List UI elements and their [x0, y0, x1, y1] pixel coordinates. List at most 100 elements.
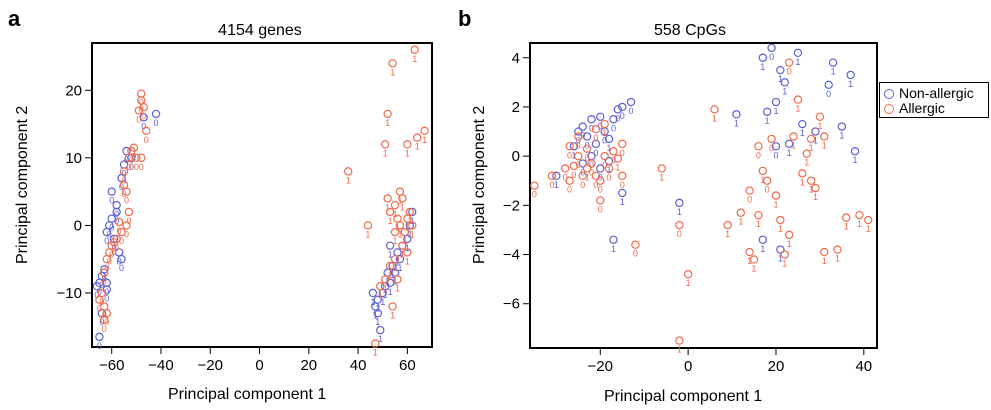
panel-a-point-allergic: 1 [380, 275, 390, 293]
panel-a-point-allergic: 0 [124, 207, 134, 226]
point-label: 1 [370, 297, 375, 307]
panel-b-xtick-label: 20 [768, 358, 785, 375]
panel-b-point-non-allergic: 1 [850, 147, 860, 165]
point-label: 0 [114, 216, 119, 226]
point-label: 0 [117, 226, 122, 236]
point-marker [587, 115, 596, 124]
panel-a-point-non-allergic: 1 [368, 288, 378, 307]
panel-b-point-allergic: 0 [591, 124, 601, 143]
point-marker [613, 105, 623, 114]
point-label: 1 [397, 229, 402, 239]
panel-a-point-allergic: 0 [100, 268, 109, 287]
point-label: 0 [611, 155, 616, 165]
point-label: 0 [598, 204, 603, 214]
panel-b-point-allergic: 0 [767, 134, 776, 153]
point-marker [560, 164, 570, 173]
panel-b-point-allergic: 0 [560, 164, 570, 182]
panel-a-point-non-allergic: 1 [376, 325, 385, 344]
panel-b-point-allergic: 1 [710, 105, 719, 123]
panel-b-point-non-allergic: 0 [771, 142, 781, 160]
panel-b-point-allergic: 1 [833, 245, 842, 264]
point-marker [109, 238, 119, 247]
panel-b-point-allergic: 0 [762, 176, 772, 195]
point-label: 1 [778, 74, 783, 84]
point-label: 1 [405, 148, 410, 158]
point-label: 0 [607, 172, 612, 182]
legend: Non-allergic Allergic [879, 82, 989, 118]
panel-a-point-allergic: 0 [142, 126, 151, 145]
panel-b-point-allergic: 1 [736, 208, 746, 227]
point-label: 1 [760, 244, 765, 254]
point-label: 1 [400, 250, 405, 260]
panel-a-point-allergic: 0 [134, 106, 144, 125]
point-marker [344, 167, 353, 176]
point-marker [618, 139, 627, 149]
point-label: 1 [831, 67, 836, 77]
point-marker [117, 254, 126, 264]
point-marker [749, 255, 759, 264]
point-marker [383, 194, 392, 203]
panel-b-point-non-allergic: 0 [618, 102, 627, 121]
panel-b-point-allergic: 0 [745, 186, 754, 205]
panel-a-point-allergic: 1 [385, 207, 395, 226]
point-label: 0 [593, 133, 598, 143]
point-marker [784, 139, 794, 149]
panel-a-point-non-allergic: 0 [112, 200, 121, 219]
point-marker [771, 142, 781, 151]
panel-b-point-non-allergic: 1 [758, 235, 767, 254]
panel-b-point-non-allergic: 1 [762, 107, 772, 126]
point-label: 1 [405, 243, 410, 253]
point-marker [117, 227, 126, 237]
panel-b-point-allergic: 1 [802, 149, 811, 168]
panel-b-point-allergic: 1 [789, 132, 798, 150]
point-marker [398, 194, 407, 203]
point-marker [609, 115, 618, 124]
point-marker [395, 254, 405, 264]
point-label: 1 [407, 216, 412, 226]
panel-b-point-non-allergic: 1 [776, 65, 785, 84]
point-marker [758, 53, 767, 62]
point-label: 0 [567, 150, 572, 160]
point-label: 0 [114, 209, 119, 219]
panel-a-point-allergic: 1 [385, 261, 395, 280]
point-marker [578, 159, 587, 168]
panel-a-point-allergic: 0 [109, 238, 119, 256]
panel-b-letter: b [458, 6, 472, 31]
panel-b-frame [529, 42, 878, 349]
point-marker [137, 153, 146, 163]
point-marker [613, 154, 623, 163]
panel-a-xtick-label: 60 [399, 357, 416, 374]
panel-b-ytick-label: −4 [503, 247, 520, 264]
point-label: 1 [712, 113, 717, 123]
panel-b-point-non-allergic: 0 [591, 139, 601, 158]
panel-a-point-allergic: 0 [102, 254, 111, 273]
point-label: 0 [602, 136, 607, 146]
point-label: 1 [410, 216, 415, 226]
point-marker [582, 132, 592, 141]
panel-b-point-non-allergic: 1 [798, 119, 807, 138]
point-marker [530, 181, 539, 190]
point-label: 0 [602, 160, 607, 170]
point-label: 1 [738, 217, 743, 227]
point-label: 0 [102, 277, 107, 287]
point-marker [114, 217, 124, 227]
point-marker [380, 140, 390, 149]
point-marker [574, 132, 583, 141]
panel-b-point-non-allergic: 0 [824, 80, 833, 99]
panel-b-point-allergic: 0 [675, 220, 684, 239]
point-label: 1 [835, 254, 840, 264]
panel-b-point-allergic: 1 [811, 183, 820, 202]
point-label: 0 [119, 263, 124, 273]
legend-label-allergic: Allergic [899, 100, 945, 116]
point-label: 1 [611, 244, 616, 254]
point-label: 0 [571, 170, 576, 180]
point-label: 1 [787, 239, 792, 249]
point-marker [574, 151, 583, 161]
point-label: 1 [765, 116, 770, 126]
point-label: 1 [346, 175, 351, 185]
point-label: 1 [390, 67, 395, 77]
panel-b-point-allergic: 0 [609, 147, 618, 165]
point-label: 0 [773, 150, 778, 160]
panel-a-ytick-label: 10 [65, 150, 82, 167]
panel-a-point-allergic: 1 [420, 126, 429, 145]
